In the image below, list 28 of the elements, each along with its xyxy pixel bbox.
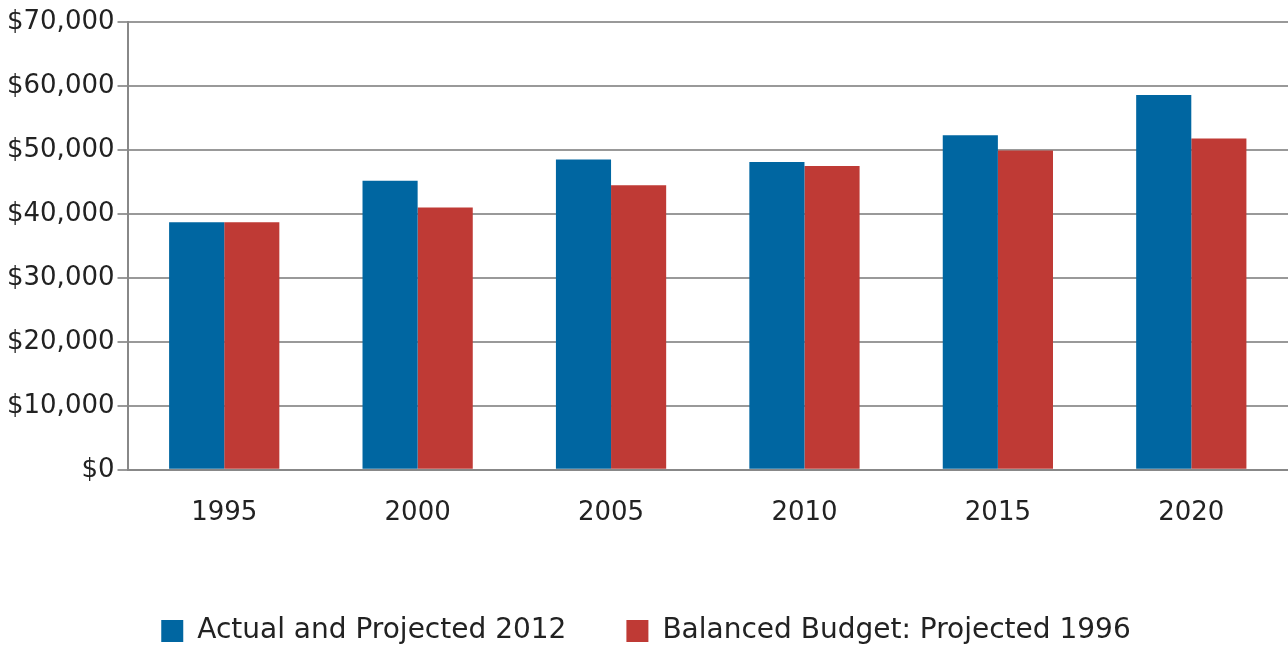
- y-tick-label: $70,000: [6, 4, 115, 35]
- y-tick-label: $60,000: [6, 68, 115, 99]
- bar: [169, 222, 225, 469]
- bar: [224, 222, 280, 469]
- legend-label: Balanced Budget: Projected 1996: [662, 612, 1131, 646]
- y-tick-label: $30,000: [6, 260, 115, 291]
- x-tick-label: 2000: [384, 496, 451, 527]
- x-tick-label: 2020: [1158, 496, 1225, 527]
- y-tick-label: $0: [81, 452, 115, 483]
- bar: [1191, 138, 1247, 469]
- y-tick-label: $10,000: [6, 388, 115, 419]
- y-tick-label: $20,000: [6, 324, 115, 355]
- bar: [362, 180, 418, 469]
- x-tick-label: 1995: [191, 496, 258, 527]
- bar: [804, 165, 860, 469]
- x-tick-label: 2015: [964, 496, 1031, 527]
- bar: [749, 162, 805, 469]
- bar: [555, 159, 612, 469]
- x-tick-label: 2005: [577, 496, 645, 527]
- bar: [1136, 94, 1192, 469]
- y-tick-label: $40,000: [6, 196, 115, 227]
- legend-label: Actual and Projected 2012: [197, 612, 567, 646]
- bar: [611, 185, 667, 469]
- bar: [417, 207, 473, 469]
- x-tick-label: 2010: [771, 496, 838, 527]
- bar: [997, 150, 1053, 469]
- bar: [942, 135, 998, 469]
- y-tick-label: $50,000: [6, 132, 115, 163]
